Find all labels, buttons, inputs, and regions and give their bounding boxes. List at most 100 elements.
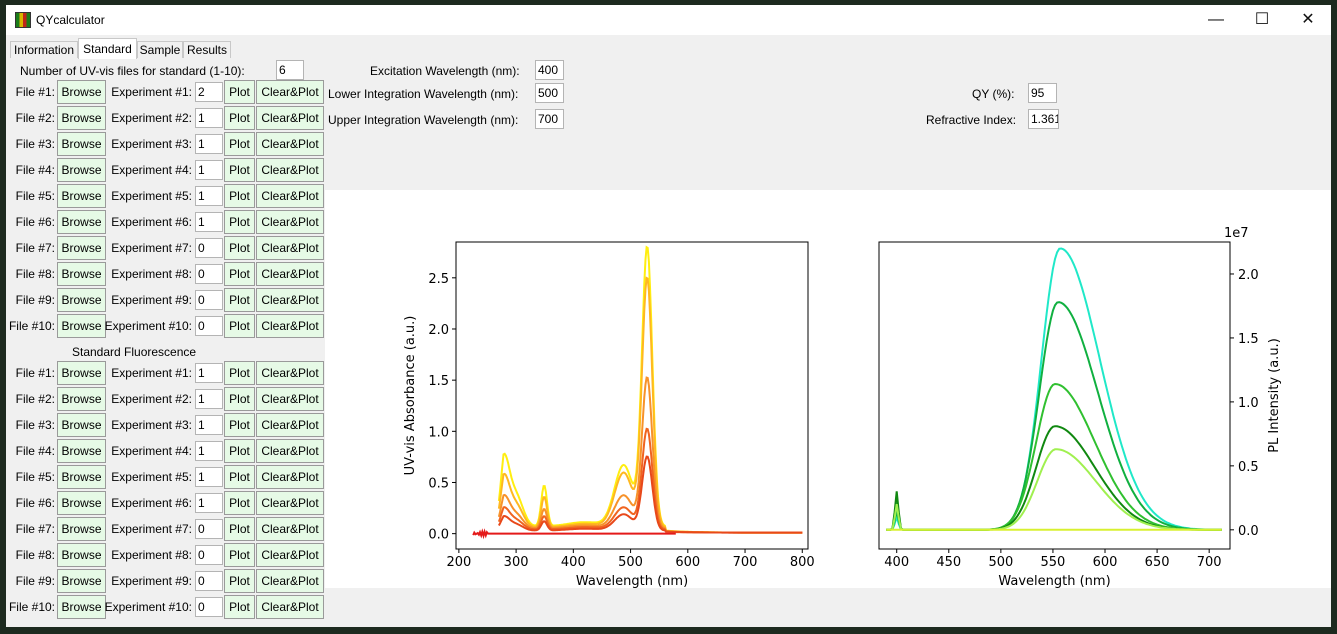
uvvis-clear-plot-button[interactable]: Clear&Plot — [256, 288, 324, 312]
fluorescence-browse-button[interactable]: Browse — [57, 595, 106, 619]
fluorescence-experiment-input[interactable]: 0 — [195, 597, 223, 617]
fluorescence-plot-button[interactable]: Plot — [224, 361, 255, 385]
fluorescence-experiment-input[interactable]: 1 — [195, 363, 223, 383]
uvvis-file-label: File #8: — [15, 267, 55, 281]
refractive-index-input[interactable]: 1.361 — [1028, 109, 1059, 129]
uvvis-plot-button[interactable]: Plot — [224, 262, 255, 286]
fluorescence-browse-button[interactable]: Browse — [57, 465, 106, 489]
uvvis-experiment-input[interactable]: 1 — [195, 160, 223, 180]
tab-results[interactable]: Results — [183, 41, 231, 58]
window-title: QYcalculator — [36, 13, 105, 27]
maximize-button[interactable]: ☐ — [1254, 11, 1270, 28]
fluorescence-clear-plot-button[interactable]: Clear&Plot — [256, 569, 324, 593]
fluorescence-clear-plot-button[interactable]: Clear&Plot — [256, 465, 324, 489]
fluorescence-plot-button[interactable]: Plot — [224, 595, 255, 619]
uvvis-clear-plot-button[interactable]: Clear&Plot — [256, 314, 324, 338]
x-tick-label: 400 — [561, 555, 586, 570]
fluorescence-plot-button[interactable]: Plot — [224, 439, 255, 463]
uvvis-experiment-input[interactable]: 0 — [195, 316, 223, 336]
uvvis-clear-plot-button[interactable]: Clear&Plot — [256, 262, 324, 286]
fluorescence-plot-button[interactable]: Plot — [224, 491, 255, 515]
minimize-button[interactable]: — — [1208, 11, 1224, 28]
fluorescence-file-label: File #4: — [15, 444, 55, 458]
fluorescence-clear-plot-button[interactable]: Clear&Plot — [256, 439, 324, 463]
fluorescence-browse-button[interactable]: Browse — [57, 517, 106, 541]
tab-information[interactable]: Information — [10, 41, 78, 58]
uvvis-experiment-input[interactable]: 1 — [195, 212, 223, 232]
fluorescence-clear-plot-button[interactable]: Clear&Plot — [256, 491, 324, 515]
fluorescence-clear-plot-button[interactable]: Clear&Plot — [256, 413, 324, 437]
uvvis-experiment-input[interactable]: 0 — [195, 290, 223, 310]
uvvis-clear-plot-button[interactable]: Clear&Plot — [256, 132, 324, 156]
qy-input[interactable]: 95 — [1028, 83, 1057, 103]
fluorescence-experiment-input[interactable]: 1 — [195, 389, 223, 409]
fluorescence-browse-button[interactable]: Browse — [57, 413, 106, 437]
uvvis-browse-button[interactable]: Browse — [57, 288, 106, 312]
fluorescence-browse-button[interactable]: Browse — [57, 543, 106, 567]
uvvis-clear-plot-button[interactable]: Clear&Plot — [256, 184, 324, 208]
fluorescence-browse-button[interactable]: Browse — [57, 439, 106, 463]
uvvis-count-input[interactable]: 6 — [276, 60, 304, 80]
uvvis-clear-plot-button[interactable]: Clear&Plot — [256, 106, 324, 130]
uvvis-plot-button[interactable]: Plot — [224, 106, 255, 130]
uvvis-browse-button[interactable]: Browse — [57, 106, 106, 130]
fluorescence-experiment-input[interactable]: 0 — [195, 571, 223, 591]
upper-integration-input[interactable]: 700 — [535, 109, 564, 129]
uvvis-browse-button[interactable]: Browse — [57, 314, 106, 338]
fluorescence-experiment-input[interactable]: 1 — [195, 493, 223, 513]
fluorescence-experiment-input[interactable]: 0 — [195, 519, 223, 539]
uvvis-experiment-input[interactable]: 1 — [195, 134, 223, 154]
uvvis-plot-button[interactable]: Plot — [224, 314, 255, 338]
uvvis-plot-button[interactable]: Plot — [224, 158, 255, 182]
uvvis-experiment-input[interactable]: 1 — [195, 108, 223, 128]
fluorescence-experiment-input[interactable]: 1 — [195, 467, 223, 487]
close-button[interactable]: ✕ — [1301, 11, 1315, 28]
fluorescence-clear-plot-button[interactable]: Clear&Plot — [256, 387, 324, 411]
fluorescence-plot-button[interactable]: Plot — [224, 517, 255, 541]
uvvis-browse-button[interactable]: Browse — [57, 262, 106, 286]
x-tick-label: 400 — [884, 555, 909, 570]
fluorescence-clear-plot-button[interactable]: Clear&Plot — [256, 361, 324, 385]
fluorescence-plot-button[interactable]: Plot — [224, 413, 255, 437]
uvvis-browse-button[interactable]: Browse — [57, 80, 106, 104]
fluorescence-browse-button[interactable]: Browse — [57, 569, 106, 593]
uvvis-browse-button[interactable]: Browse — [57, 236, 106, 260]
fluorescence-clear-plot-button[interactable]: Clear&Plot — [256, 543, 324, 567]
fluorescence-plot-button[interactable]: Plot — [224, 387, 255, 411]
uvvis-experiment-input[interactable]: 2 — [195, 82, 223, 102]
uvvis-experiment-input[interactable]: 0 — [195, 238, 223, 258]
uvvis-plot-button[interactable]: Plot — [224, 210, 255, 234]
excitation-input[interactable]: 400 — [535, 60, 564, 80]
uvvis-experiment-input[interactable]: 1 — [195, 186, 223, 206]
x-tick-label: 450 — [936, 555, 961, 570]
tab-sample[interactable]: Sample — [137, 41, 183, 58]
uvvis-plot-button[interactable]: Plot — [224, 236, 255, 260]
fluorescence-plot-button[interactable]: Plot — [224, 569, 255, 593]
fluorescence-clear-plot-button[interactable]: Clear&Plot — [256, 595, 324, 619]
fluorescence-experiment-input[interactable]: 1 — [195, 415, 223, 435]
uvvis-clear-plot-button[interactable]: Clear&Plot — [256, 80, 324, 104]
uvvis-clear-plot-button[interactable]: Clear&Plot — [256, 158, 324, 182]
fluorescence-browse-button[interactable]: Browse — [57, 491, 106, 515]
fluorescence-browse-button[interactable]: Browse — [57, 361, 106, 385]
uvvis-experiment-input[interactable]: 0 — [195, 264, 223, 284]
fluorescence-experiment-input[interactable]: 0 — [195, 545, 223, 565]
tab-standard[interactable]: Standard — [78, 38, 137, 59]
uvvis-browse-button[interactable]: Browse — [57, 184, 106, 208]
uvvis-browse-button[interactable]: Browse — [57, 132, 106, 156]
uvvis-plot-button[interactable]: Plot — [224, 184, 255, 208]
lower-integration-input[interactable]: 500 — [535, 83, 564, 103]
fluorescence-experiment-input[interactable]: 1 — [195, 441, 223, 461]
fluorescence-plot-button[interactable]: Plot — [224, 543, 255, 567]
uvvis-browse-button[interactable]: Browse — [57, 210, 106, 234]
fluorescence-plot-button[interactable]: Plot — [224, 465, 255, 489]
uvvis-clear-plot-button[interactable]: Clear&Plot — [256, 210, 324, 234]
fluorescence-browse-button[interactable]: Browse — [57, 387, 106, 411]
uvvis-clear-plot-button[interactable]: Clear&Plot — [256, 236, 324, 260]
uvvis-browse-button[interactable]: Browse — [57, 158, 106, 182]
x-axis-label: Wavelength (nm) — [576, 574, 688, 588]
uvvis-plot-button[interactable]: Plot — [224, 80, 255, 104]
fluorescence-clear-plot-button[interactable]: Clear&Plot — [256, 517, 324, 541]
uvvis-plot-button[interactable]: Plot — [224, 288, 255, 312]
uvvis-plot-button[interactable]: Plot — [224, 132, 255, 156]
